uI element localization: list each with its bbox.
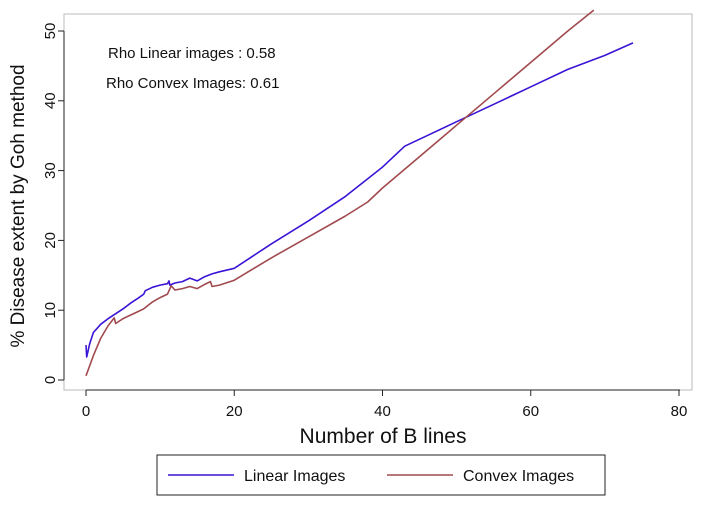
- y-axis-title: % Disease extent by Goh method: [8, 64, 29, 347]
- annotation-rho-convex: Rho Convex Images: 0.61: [106, 75, 279, 92]
- annotation-rho-linear: Rho Linear images : 0.58: [108, 45, 276, 62]
- series-line-linear-images: [85, 42, 634, 358]
- y-ticks: 0 10 20 30 40 50: [42, 23, 64, 384]
- x-tick-label: 40: [374, 403, 391, 420]
- x-ticks: 0 20 40 60 80: [82, 390, 688, 420]
- y-tick-label: 40: [42, 92, 59, 109]
- series-layer: [85, 9, 634, 377]
- y-tick-label: 0: [42, 376, 59, 384]
- series-line-convex-images: [85, 9, 595, 377]
- y-tick-label: 20: [42, 232, 59, 249]
- x-axis-title: Number of B lines: [300, 425, 467, 448]
- x-tick-label: 60: [522, 403, 539, 420]
- legend-label-convex: Convex Images: [463, 468, 574, 485]
- x-tick-label: 20: [226, 403, 243, 420]
- x-tick-label: 80: [671, 403, 688, 420]
- legend-label-linear: Linear Images: [244, 468, 345, 485]
- y-tick-label: 10: [42, 302, 59, 319]
- x-tick-label: 0: [82, 403, 90, 420]
- y-tick-label: 30: [42, 162, 59, 179]
- y-tick-label: 50: [42, 23, 59, 40]
